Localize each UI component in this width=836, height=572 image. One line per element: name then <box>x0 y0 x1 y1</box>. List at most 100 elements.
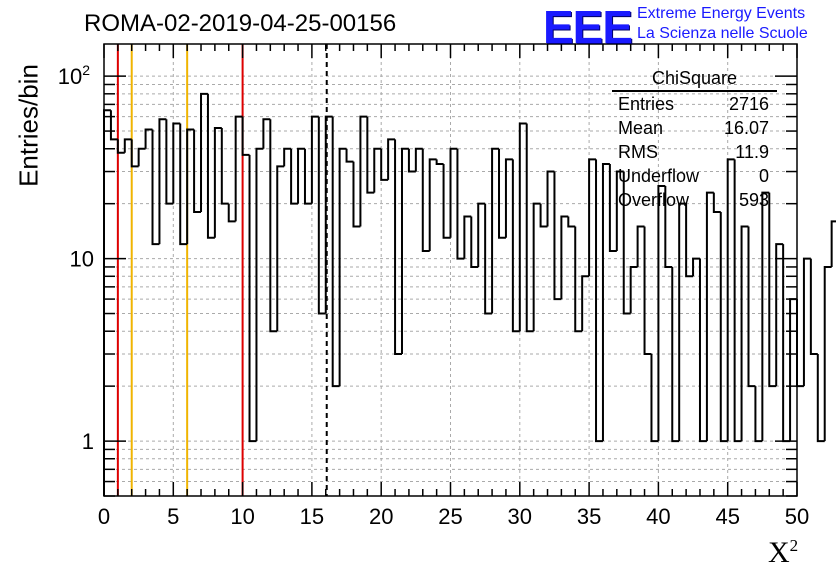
histogram-bin <box>331 116 340 388</box>
histogram-bin <box>428 158 437 252</box>
x-tick-label: 40 <box>646 504 670 529</box>
histogram-bin <box>227 203 236 223</box>
histogram-bin <box>303 148 312 205</box>
histogram-bin <box>345 148 354 163</box>
histogram-bin <box>539 203 548 228</box>
histogram-bin <box>608 163 617 253</box>
histogram-bin <box>109 110 118 141</box>
histogram-bin <box>373 147 382 193</box>
x-tick-label: 50 <box>785 504 809 529</box>
y-axis-label: Entries/bin <box>13 64 44 187</box>
histogram-bin <box>712 192 721 214</box>
stat-value: 2716 <box>728 94 769 114</box>
histogram-bin <box>158 118 167 245</box>
y-tick-label: 1 <box>82 429 94 454</box>
histogram-bin <box>588 158 597 277</box>
histogram-bin <box>650 354 659 443</box>
stat-value: 16.07 <box>723 118 769 138</box>
histogram-bin <box>532 202 541 332</box>
histogram-bin <box>678 202 687 442</box>
tick-labels: 0 5 10 15 20 25 30 35 40 45 50 1 10 102 <box>58 62 810 529</box>
histogram-bin <box>213 126 222 238</box>
histogram-bin <box>671 266 680 443</box>
stat-label: Entries <box>618 94 675 114</box>
x-tick-label: 25 <box>438 504 462 529</box>
histogram-bin <box>574 226 583 333</box>
x-tick-label: 30 <box>508 504 532 529</box>
histogram-bin <box>317 116 326 315</box>
histogram-bin <box>116 139 125 154</box>
histogram-bin <box>123 138 132 153</box>
histogram-bin <box>553 171 562 301</box>
histogram-bin <box>477 202 486 267</box>
histogram-bin <box>456 148 465 260</box>
stat-row-rms: RMS 11.9 <box>612 140 777 164</box>
eee-logo: EEE <box>543 1 633 53</box>
histogram-bin <box>636 225 645 267</box>
histogram-bin <box>775 243 784 387</box>
y-tick-label: 102 <box>58 62 90 89</box>
histogram-bin <box>269 119 278 333</box>
stats-box: ChiSquare Entries 2716 Mean 16.07 RMS 11… <box>612 68 777 212</box>
histogram-bin <box>186 128 195 245</box>
histogram-bin <box>733 159 742 443</box>
stat-value: 11.9 <box>735 142 769 162</box>
histogram-bin <box>290 148 299 205</box>
histogram-bin <box>352 161 361 228</box>
histogram-bin <box>241 116 250 156</box>
stat-value: 0 <box>758 166 769 186</box>
histogram-bin <box>248 154 257 443</box>
axes <box>103 43 798 497</box>
histogram-bin <box>504 158 513 238</box>
x-tick-label: 45 <box>715 504 739 529</box>
x-tick-label: 20 <box>369 504 393 529</box>
logo-subtitle-1: Extreme Energy Events <box>637 5 806 22</box>
stat-row-mean: Mean 16.07 <box>612 116 777 140</box>
histogram-bin <box>421 148 430 253</box>
histogram-bin <box>615 170 624 252</box>
histogram-bin <box>692 257 700 277</box>
histogram-bin <box>387 138 396 180</box>
histogram-bin <box>172 122 181 204</box>
histogram-bin <box>546 170 555 227</box>
histogram-bin <box>394 139 402 356</box>
histogram-bin <box>782 244 791 443</box>
histogram-bin <box>581 275 590 332</box>
x-tick-label: 0 <box>98 504 110 529</box>
histogram-bin <box>414 147 423 172</box>
histogram-bin <box>664 185 673 268</box>
histogram-bin <box>338 147 347 387</box>
stat-row-entries: Entries 2716 <box>612 92 777 116</box>
x-axis-label: X2 <box>768 536 799 569</box>
histogram-bin <box>761 191 770 442</box>
histogram-bin <box>276 165 285 332</box>
stat-label: Mean <box>618 118 664 138</box>
histogram-bin <box>179 123 188 246</box>
stat-value: 593 <box>738 190 769 210</box>
x-tick-label: 5 <box>167 504 179 529</box>
histogram-bin <box>484 203 493 315</box>
histogram-bin <box>622 171 631 315</box>
histogram-bin <box>768 192 777 388</box>
histogram-bin <box>740 225 749 442</box>
x-tick-label: 10 <box>230 504 254 529</box>
histogram-bin <box>435 159 444 165</box>
histogram-bin <box>719 212 728 443</box>
histogram-bin <box>206 93 215 239</box>
histogram-bin <box>726 158 735 442</box>
histogram-bin <box>165 119 174 205</box>
histogram-bin <box>823 265 832 442</box>
histogram-bin <box>366 116 375 194</box>
histogram-bin <box>802 257 811 387</box>
histogram-bin <box>470 216 479 268</box>
histogram-bin <box>193 129 202 214</box>
histogram-bin <box>151 129 160 246</box>
histogram-bin <box>705 191 714 442</box>
stat-row-underflow: Underflow 0 <box>612 164 777 188</box>
histogram-bin <box>525 123 534 333</box>
histogram-bin <box>567 216 576 228</box>
stat-label: RMS <box>618 142 658 162</box>
histogram-bin <box>560 215 569 300</box>
histogram-bin <box>442 163 451 239</box>
